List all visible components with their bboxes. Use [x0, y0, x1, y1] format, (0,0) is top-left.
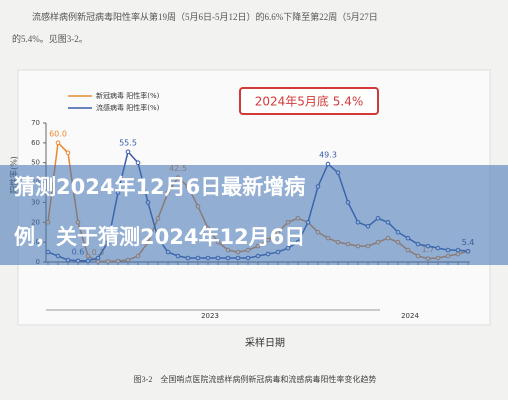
legend-label: 新冠病毒 阳性率(%) [96, 91, 160, 100]
year-label: 2024 [401, 312, 419, 320]
headline: 例，关于猜测2024年12月6日 [14, 225, 305, 249]
y-tick-label: 50 [31, 159, 40, 167]
y-tick-label: 70 [31, 119, 40, 127]
legend-label: 流感病毒 阳性率(%) [96, 103, 160, 112]
body-text: 的5.4%。见图3-2。 [12, 33, 88, 44]
point [55, 140, 61, 146]
point [125, 149, 131, 155]
data-label: 55.5 [119, 138, 137, 147]
caption: 图3-2 全国哨点医院流感样病例新冠病毒和流感病毒阳性率变化趋势 [134, 374, 377, 384]
headline-band [0, 165, 508, 265]
data-label: 60.0 [49, 129, 67, 138]
callout-box [239, 87, 379, 115]
y-tick-label: 60 [31, 139, 40, 147]
callout: 2024年5月底 5.4% [255, 94, 363, 109]
year-label: 2023 [201, 312, 219, 320]
data-label: 49.3 [319, 151, 337, 160]
body-text: 流感样病例新冠病毒阳性率从第19周（5月6日-5月12日）的6.6%下降至第22… [32, 11, 378, 22]
point [135, 160, 141, 166]
point [65, 150, 71, 156]
x-axis-label: 采样日期 [245, 336, 285, 349]
headline: 猜测2024年12月6日最新增病 [13, 175, 305, 199]
